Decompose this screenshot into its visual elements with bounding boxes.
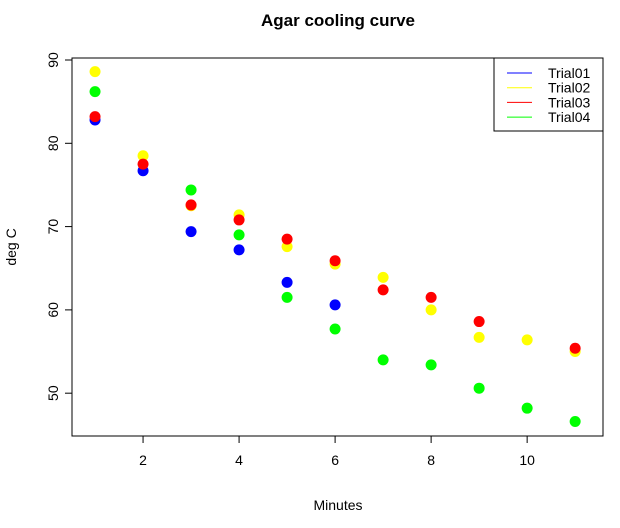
point-trial04-x8 [425, 359, 437, 371]
point-trial03-x2 [137, 158, 149, 170]
point-trial04-x7 [377, 354, 389, 366]
legend-label-trial01: Trial01 [548, 65, 590, 81]
point-trial04-x11 [569, 416, 581, 428]
point-trial02-x8 [425, 304, 437, 316]
point-trial04-x3 [185, 184, 197, 196]
point-trial03-x3 [185, 199, 197, 211]
point-trial02-x1 [89, 66, 101, 78]
point-trial03-x4 [233, 214, 245, 226]
x-tick-label: 4 [235, 452, 243, 468]
y-tick-label: 80 [45, 135, 61, 151]
point-trial04-x6 [329, 323, 341, 335]
point-trial03-x11 [569, 342, 581, 354]
x-tick-label: 10 [519, 452, 535, 468]
point-trial02-x2 [137, 150, 149, 162]
point-trial03-x7 [377, 284, 389, 296]
point-trial01-x4 [233, 244, 245, 256]
point-trial02-x10 [521, 334, 533, 346]
legend-box [493, 57, 604, 132]
legend-label-trial04: Trial04 [548, 109, 590, 125]
point-trial02-x9 [473, 331, 485, 343]
point-trial04-x5 [281, 291, 293, 303]
x-tick-label: 2 [139, 452, 147, 468]
point-trial04-x10 [521, 402, 533, 414]
point-trial04-x4 [233, 229, 245, 241]
legend-label-trial03: Trial03 [548, 94, 590, 110]
point-trial03-x5 [281, 233, 293, 245]
legend-label-trial02: Trial02 [548, 80, 590, 96]
point-trial04-x9 [473, 382, 485, 394]
y-tick-label: 70 [45, 219, 61, 235]
point-trial03-x9 [473, 316, 485, 328]
y-tick-label: 50 [45, 385, 61, 401]
point-trial03-x8 [425, 291, 437, 303]
x-tick-label: 6 [331, 452, 339, 468]
point-trial03-x1 [89, 111, 101, 123]
point-trial02-x7 [377, 271, 389, 283]
chart-title: Agar cooling curve [261, 11, 415, 30]
x-tick-label: 8 [427, 452, 435, 468]
y-axis-label: deg C [3, 228, 19, 265]
point-trial03-x6 [329, 255, 341, 267]
point-trial01-x3 [185, 226, 197, 238]
x-axis-label: Minutes [313, 497, 362, 513]
y-tick-label: 90 [45, 52, 61, 68]
point-trial04-x1 [89, 86, 101, 98]
point-trial01-x5 [281, 276, 293, 288]
point-trial01-x6 [329, 299, 341, 311]
y-tick-label: 60 [45, 302, 61, 318]
